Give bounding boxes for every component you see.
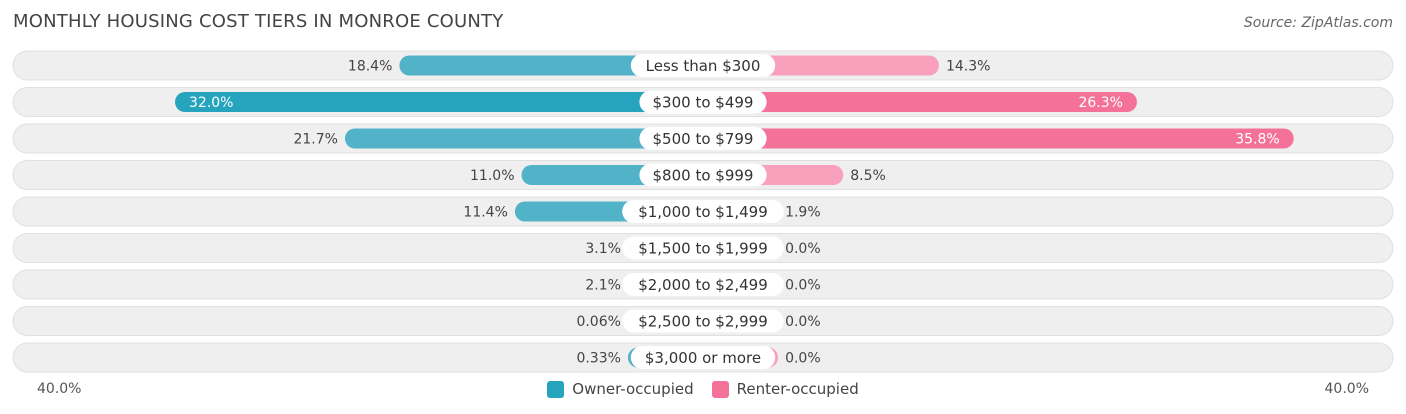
chart-row: 21.7% 35.8% $500 to $799 <box>12 123 1394 154</box>
bar-renter <box>703 128 1294 149</box>
category-pill <box>622 236 784 260</box>
legend-label-owner: Owner-occupied <box>572 380 694 398</box>
category-label: $1,000 to $1,499 <box>638 203 768 221</box>
legend-item-owner: Owner-occupied <box>547 380 694 398</box>
category-pill <box>630 346 776 369</box>
value-label-renter: 14.3% <box>946 59 990 75</box>
category-label: $2,500 to $2,999 <box>638 313 768 331</box>
chart-source: Source: ZipAtlas.com <box>1243 15 1393 31</box>
category-pill <box>639 163 767 187</box>
value-label-owner: 21.7% <box>293 132 337 148</box>
value-label-owner: 0.06% <box>576 314 620 330</box>
axis-label-left: 40.0% <box>37 381 82 397</box>
value-label-owner: 11.0% <box>470 168 514 184</box>
value-label-owner: 32.0% <box>189 95 233 111</box>
chart-row: 2.1% 0.0% $2,000 to $2,499 <box>12 269 1394 300</box>
category-label: Less than $300 <box>646 57 761 75</box>
category-pill <box>622 200 784 223</box>
category-label: $300 to $499 <box>653 94 754 112</box>
category-pill <box>630 54 776 77</box>
value-label-owner: 18.4% <box>348 59 392 75</box>
chart-row: 3.1% 0.0% $1,500 to $1,999 <box>12 233 1394 263</box>
value-label-owner: 11.4% <box>463 205 507 221</box>
chart-row: 18.4% 14.3% Less than $300 <box>12 50 1394 81</box>
bar-renter <box>703 92 1137 112</box>
value-label-renter: 35.8% <box>1235 132 1279 148</box>
legend-swatch-renter <box>711 380 729 398</box>
chart-title: MONTHLY HOUSING COST TIERS IN MONROE COU… <box>13 11 504 32</box>
value-label-owner: 0.33% <box>576 351 620 367</box>
chart-row: 0.06% 0.0% $2,500 to $2,999 <box>12 306 1394 336</box>
bar-owner <box>175 92 703 112</box>
category-label: $1,500 to $1,999 <box>638 240 768 258</box>
category-label: $2,000 to $2,499 <box>638 276 768 294</box>
value-label-renter: 0.0% <box>785 241 821 257</box>
category-label: $500 to $799 <box>653 130 754 148</box>
category-label: $3,000 or more <box>645 349 761 367</box>
value-label-renter: 0.0% <box>785 278 821 294</box>
category-pill <box>639 127 767 150</box>
chart-row: 11.4% 1.9% $1,000 to $1,499 <box>12 196 1394 227</box>
value-label-renter: 0.0% <box>785 351 821 367</box>
value-label-renter: 26.3% <box>1078 95 1122 111</box>
category-pill <box>622 273 784 296</box>
value-label-renter: 8.5% <box>850 168 886 184</box>
legend-item-renter: Renter-occupied <box>711 380 859 398</box>
chart-row: 11.0% 8.5% $800 to $999 <box>12 160 1394 190</box>
chart-legend: Owner-occupied Renter-occupied <box>0 380 1406 398</box>
chart-row: 32.0% 26.3% $300 to $499 <box>12 87 1394 117</box>
value-label-renter: 0.0% <box>785 314 821 330</box>
value-label-owner: 2.1% <box>585 278 621 294</box>
category-pill <box>639 90 767 114</box>
legend-swatch-owner <box>547 380 565 398</box>
category-label: $800 to $999 <box>653 167 754 185</box>
bar-owner <box>399 55 703 76</box>
legend-label-renter: Renter-occupied <box>736 380 859 398</box>
chart-row: 0.33% 0.0% $3,000 or more <box>12 342 1394 373</box>
bar-owner <box>344 128 703 149</box>
value-label-renter: 1.9% <box>785 205 821 221</box>
value-label-owner: 3.1% <box>585 241 621 257</box>
category-pill <box>622 309 784 333</box>
diverging-bar-chart: 18.4% 14.3% Less than $300 32.0% 26.3% $300 t… <box>12 50 1394 373</box>
axis-label-right: 40.0% <box>1324 381 1369 397</box>
